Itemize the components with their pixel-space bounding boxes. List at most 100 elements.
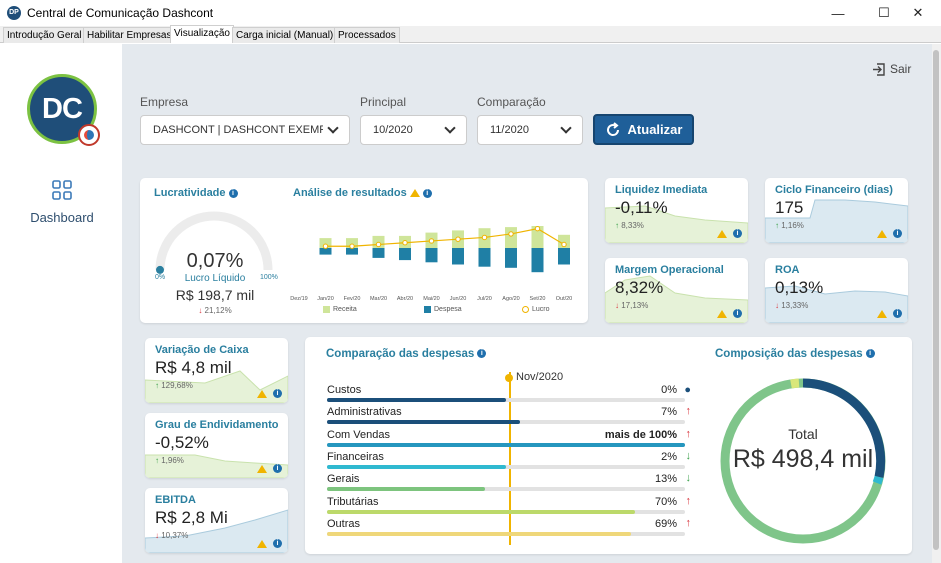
logout-label: Sair — [890, 62, 912, 76]
arrow-down-icon: ↓ — [685, 449, 692, 462]
period-marker-line — [509, 372, 511, 545]
info-icon[interactable]: i — [477, 349, 487, 359]
bar-receita — [505, 227, 517, 248]
bar-receita — [346, 238, 358, 248]
app-icon: DP — [7, 6, 21, 20]
kpi-value: 175 — [775, 198, 804, 217]
tab-processados[interactable]: Processados — [334, 27, 400, 43]
point-lucro — [428, 238, 435, 244]
info-icon[interactable]: i — [733, 229, 742, 238]
info-icon[interactable]: i — [273, 539, 282, 548]
expense-value: 70% — [654, 495, 677, 508]
expense-label: Com Vendas — [327, 428, 390, 441]
logout-button[interactable]: Sair — [872, 62, 911, 76]
refresh-icon — [606, 121, 619, 136]
analise-chart: Dez/19 Jan/20 Fev/20 Mar/20 Abr/20 Mai/20 Jun/… — [290, 225, 573, 302]
chevron-down-icon — [560, 122, 572, 134]
kpi-delta: ↑ 1,96% — [155, 456, 184, 465]
close-button[interactable]: ✕ — [912, 5, 924, 20]
principal-label: Principal — [360, 95, 407, 109]
bar-despesa — [425, 248, 438, 263]
warning-icon[interactable] — [877, 229, 887, 238]
point-lucro — [481, 234, 488, 241]
warning-icon[interactable] — [257, 464, 267, 473]
x-tick-label: Abr/20 — [397, 296, 413, 302]
expense-bar — [327, 509, 635, 514]
composicao-title: Composição das despesas i — [715, 348, 875, 360]
warning-icon[interactable] — [257, 539, 267, 548]
legend-lucro: Lucro — [522, 306, 550, 313]
point-lucro — [402, 240, 408, 246]
kpi-title: Grau de Endividamento — [155, 419, 279, 431]
tab-introducao[interactable]: Introdução Geral — [3, 27, 86, 43]
expense-value: 13% — [654, 473, 677, 486]
expense-label: Custos — [327, 384, 362, 396]
sidebar: DC Dashboard — [0, 44, 122, 563]
info-icon[interactable]: i — [273, 464, 282, 473]
point-lucro — [375, 241, 382, 248]
bar-receita — [558, 234, 570, 248]
info-icon[interactable]: i — [893, 309, 902, 318]
expense-track — [327, 464, 685, 469]
empresa-label: Empresa — [140, 95, 189, 109]
kpi-card: Margem Operacional 8,32% ↓ 17,13% i — [605, 258, 748, 323]
kpi-title: EBITDA — [155, 494, 196, 506]
expense-value: 7% — [661, 406, 677, 419]
warning-icon[interactable] — [717, 229, 727, 238]
maximize-button[interactable]: ☐ — [878, 5, 890, 20]
warning-icon[interactable] — [257, 389, 267, 398]
kpi-title: Liquidez Imediata — [615, 184, 708, 196]
point-lucro — [322, 243, 329, 249]
arrow-up-icon: ↑ — [155, 456, 159, 465]
expense-bar — [327, 442, 685, 447]
x-tick-label: Jul/20 — [477, 296, 492, 302]
minimize-button[interactable]: — — [831, 5, 845, 21]
expense-value: mais de 100% — [604, 428, 677, 441]
kpi-title: ROA — [775, 264, 800, 276]
info-icon[interactable]: i — [422, 188, 432, 198]
tab-carga-inicial[interactable]: Carga inicial (Manual) — [232, 27, 338, 43]
composicao-total-label: Total — [788, 426, 818, 442]
dashboard-icon[interactable] — [52, 180, 73, 201]
info-icon[interactable]: i — [733, 309, 742, 318]
warning-icon[interactable] — [409, 189, 420, 198]
expense-bar — [327, 487, 485, 492]
arrow-up-icon: ↑ — [685, 427, 692, 440]
info-icon[interactable]: i — [893, 229, 902, 238]
x-tick-label: Out/20 — [556, 296, 573, 302]
empresa-value: DASHCONT | DASHCONT EXEMPL — [153, 124, 323, 136]
info-icon[interactable]: i — [228, 188, 238, 198]
x-tick-label: Set/20 — [530, 296, 546, 302]
tab-habilitar[interactable]: Habilitar Empresas — [83, 27, 176, 43]
expense-track — [327, 487, 685, 492]
bar-despesa — [372, 248, 385, 258]
legend-receita: Receita — [323, 306, 357, 313]
logo-badge-icon — [78, 124, 100, 146]
tab-visualizacao[interactable]: Visualização — [170, 25, 234, 43]
info-icon[interactable]: i — [865, 349, 875, 359]
info-icon[interactable]: i — [273, 389, 282, 398]
comparacao-label: Comparação — [477, 95, 546, 109]
warning-icon[interactable] — [877, 309, 887, 318]
principal-select[interactable]: 10/2020 — [360, 115, 467, 145]
gauge-max-label: 100% — [260, 274, 278, 281]
arrow-down-icon: ↓ — [775, 301, 779, 310]
bar-despesa — [346, 248, 358, 255]
kpi-title: Margem Operacional — [615, 264, 724, 276]
comparacao-select[interactable]: 11/2020 — [477, 115, 583, 145]
arrow-down-icon: ↓ — [685, 472, 692, 485]
scrollbar-thumb[interactable] — [933, 50, 939, 550]
kpi-card: Liquidez Imediata -0,11% ↑ 8,33% i — [605, 178, 748, 243]
kpi-delta: ↓ 10,37% — [155, 531, 189, 540]
update-button[interactable]: Atualizar — [593, 114, 694, 145]
expense-label: Outras — [327, 517, 361, 530]
expense-bar — [327, 398, 506, 402]
legend-despesa: Despesa — [424, 306, 462, 313]
empresa-select[interactable]: DASHCONT | DASHCONT EXEMPL — [140, 115, 350, 145]
kpi-value: 0,13% — [775, 278, 824, 297]
warning-icon[interactable] — [717, 309, 727, 318]
bar-despesa — [399, 248, 411, 261]
bar-receita — [319, 238, 332, 248]
expense-value: 0% — [661, 384, 677, 396]
sidebar-item-dashboard[interactable]: Dashboard — [30, 210, 94, 225]
